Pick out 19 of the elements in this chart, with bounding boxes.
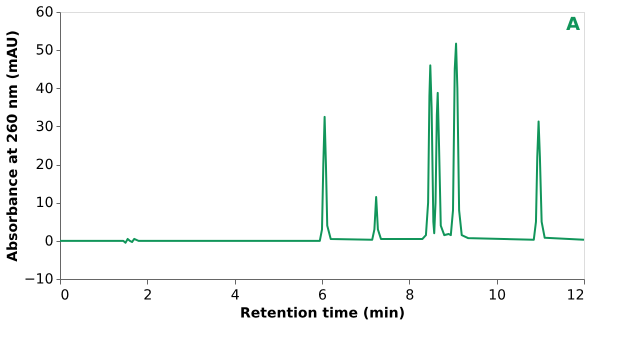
x-tick-label: 6 bbox=[318, 288, 328, 304]
x-tick-label: 10 bbox=[488, 288, 506, 304]
x-tick-label: 12 bbox=[566, 288, 584, 304]
y-tick-label: 20 bbox=[36, 157, 54, 174]
y-axis-title: Absorbance at 260 nm (mAU) bbox=[4, 30, 21, 262]
y-tick-label: −10 bbox=[24, 272, 54, 288]
x-axis-title: Retention time (min) bbox=[240, 306, 405, 322]
y-tick-label: 10 bbox=[36, 195, 54, 212]
line-series bbox=[59, 42, 585, 244]
x-tick-label: 8 bbox=[405, 288, 414, 304]
x-tick-label: 4 bbox=[230, 288, 240, 304]
y-tick-label: 40 bbox=[36, 80, 54, 97]
x-tick-label: 2 bbox=[143, 288, 152, 304]
y-tick-label: 30 bbox=[36, 118, 54, 135]
y-tick-label: 0 bbox=[44, 233, 54, 250]
y-tick-label: 60 bbox=[36, 4, 54, 20]
annotation: A bbox=[566, 14, 580, 35]
x-tick-label: 0 bbox=[60, 288, 70, 304]
y-tick-label: 50 bbox=[36, 42, 54, 59]
